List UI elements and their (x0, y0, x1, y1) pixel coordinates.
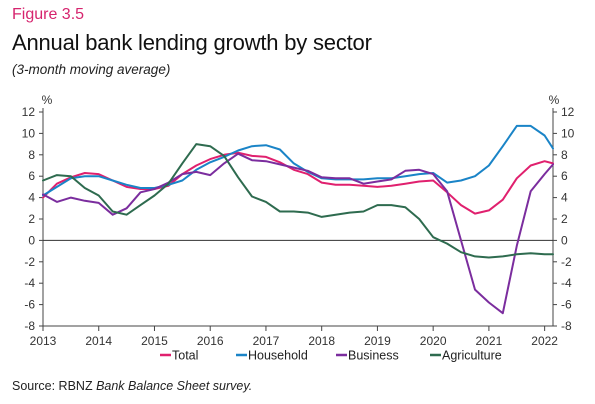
chart-title: Annual bank lending growth by sector (12, 30, 372, 55)
y-tick-label-left: 2 (28, 212, 35, 226)
y-tick-label-left: 8 (28, 148, 35, 162)
x-tick-label: 2016 (197, 334, 224, 348)
series-line-agriculture (42, 143, 554, 259)
y-tick-label-right: 10 (561, 126, 575, 140)
y-tick-label-left: 6 (28, 169, 35, 183)
axes: 12 12 10 10 8 8 6 6 4 4 2 2 0 0 -2 -2 -4 -4 -6 -6 -8 -8% % 2013… (22, 93, 575, 348)
y-tick-label-right: 4 (561, 191, 568, 205)
y-tick-label-left: 12 (22, 105, 36, 119)
y-tick-label-left: -2 (24, 255, 35, 269)
source-italic: Bank Balance Sheet survey. (96, 379, 253, 393)
x-tick-label: 2017 (253, 334, 280, 348)
x-tick-label: 2019 (364, 334, 391, 348)
chart-subtitle: (3-month moving average) (12, 62, 171, 77)
legend-label-business: Business (348, 349, 399, 363)
y-tick-label-left: -8 (24, 319, 35, 333)
legend-label-agriculture: Agriculture (442, 349, 502, 363)
y-tick-label-right: -4 (561, 276, 572, 290)
y-tick-label-right: 0 (561, 233, 568, 247)
y-tick-label-right: -2 (561, 255, 572, 269)
y-tick-label-right: 6 (561, 169, 568, 183)
y-tick-label-left: 4 (28, 191, 35, 205)
y-unit-left: % (42, 93, 53, 107)
y-tick-label-left: -6 (24, 298, 35, 312)
legend: Total Household Business Agriculture (160, 349, 502, 363)
x-tick-label: 2021 (476, 334, 503, 348)
y-tick-label-left: 10 (22, 126, 36, 140)
series-line-business (42, 152, 554, 315)
x-tick-label: 2015 (141, 334, 168, 348)
source-prefix: Source: RBNZ (12, 379, 97, 393)
figure-label: Figure 3.5 (12, 6, 85, 23)
legend-label-household: Household (248, 349, 308, 363)
legend-label-total: Total (172, 349, 198, 363)
y-tick-label-right: -6 (561, 298, 572, 312)
y-tick-label-left: -4 (24, 276, 35, 290)
series-lines (42, 124, 554, 315)
x-tick-label: 2014 (85, 334, 112, 348)
x-tick-label: 2018 (308, 334, 335, 348)
y-tick-label-right: -8 (561, 319, 572, 333)
source-note: Source: RBNZ Bank Balance Sheet survey. (12, 379, 252, 393)
y-tick-label-right: 2 (561, 212, 568, 226)
x-tick-label: 2020 (420, 334, 447, 348)
y-tick-label-right: 12 (561, 105, 575, 119)
y-tick-label-right: 8 (561, 148, 568, 162)
x-tick-label: 2022 (531, 334, 558, 348)
series-line-household (42, 124, 554, 197)
series-line-total (42, 151, 554, 215)
y-unit-right: % (549, 93, 560, 107)
y-tick-label-left: 0 (28, 233, 35, 247)
x-tick-label: 2013 (30, 334, 57, 348)
